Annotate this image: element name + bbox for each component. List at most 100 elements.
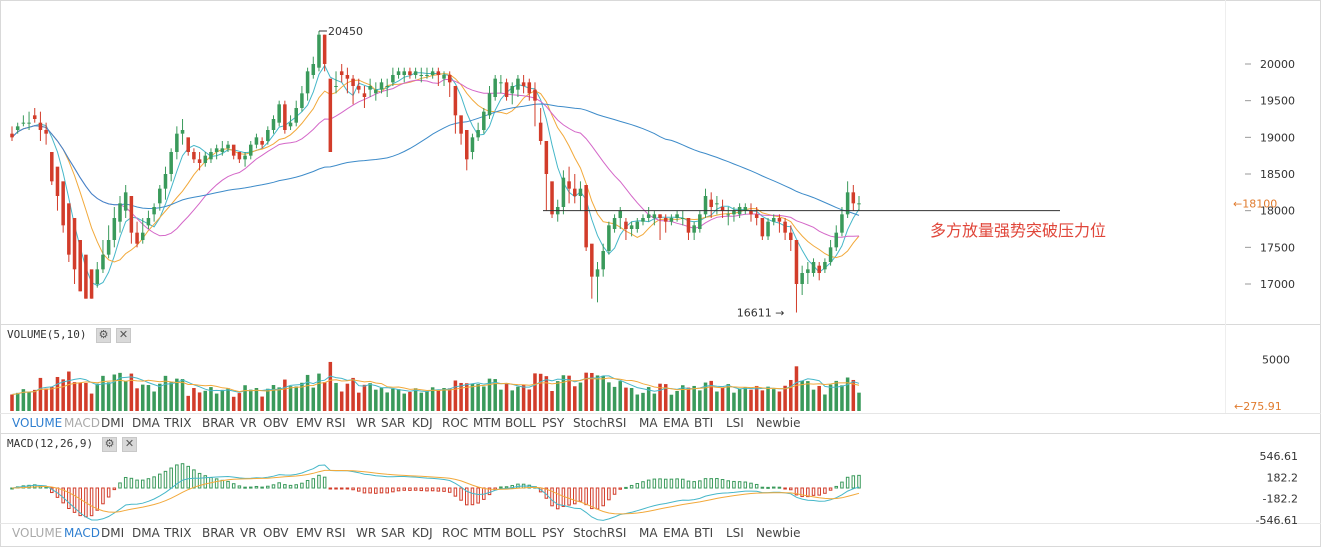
- tab-roc[interactable]: ROC: [442, 526, 469, 540]
- candle-body: [203, 155, 208, 163]
- volume-bar: [777, 391, 782, 411]
- tab-brar[interactable]: BRAR: [202, 416, 235, 430]
- volume-bar: [595, 375, 600, 411]
- tab-rsi[interactable]: RSI: [326, 416, 346, 430]
- tab-mtm[interactable]: MTM: [473, 416, 502, 430]
- volume-bar: [55, 376, 60, 411]
- candle-body: [681, 218, 685, 219]
- tab-bti[interactable]: BTI: [694, 416, 714, 430]
- candle-body: [311, 64, 316, 75]
- macd-histogram-bar: [334, 487, 338, 490]
- gear-icon[interactable]: ⚙: [96, 328, 111, 343]
- close-icon[interactable]: ✕: [122, 437, 137, 452]
- tab-kdj[interactable]: KDJ: [412, 526, 433, 540]
- tab-obv[interactable]: OBV: [263, 416, 289, 430]
- close-icon[interactable]: ✕: [116, 328, 131, 343]
- volume-bar: [220, 389, 225, 411]
- tab-newbie[interactable]: Newbie: [756, 416, 801, 430]
- macd-histogram-bar: [590, 487, 594, 510]
- tab-emv[interactable]: EMV: [296, 416, 323, 430]
- macd-tick-label: 546.61: [1260, 450, 1299, 463]
- tab-mtm[interactable]: MTM: [473, 526, 502, 540]
- tab-sar[interactable]: SAR: [381, 526, 406, 540]
- tab-stochrsi[interactable]: StochRSI: [573, 416, 627, 430]
- tab-wr[interactable]: WR: [356, 416, 377, 430]
- volume-bar: [800, 380, 804, 411]
- tab-macd[interactable]: MACD: [64, 526, 100, 540]
- macd-histogram-bar: [834, 485, 839, 489]
- volume-bar: [328, 361, 333, 411]
- macd-histogram-bar: [248, 486, 253, 489]
- tab-bti[interactable]: BTI: [694, 526, 714, 540]
- y-tick-label: 17500: [1260, 241, 1295, 254]
- macd-histogram-bar: [339, 487, 344, 490]
- tab-dma[interactable]: DMA: [132, 416, 160, 430]
- volume-bar: [692, 385, 696, 411]
- candle-body: [601, 251, 605, 270]
- volume-bar: [624, 387, 628, 411]
- candle-body: [709, 199, 713, 207]
- candle-body: [447, 75, 452, 83]
- macd-histogram-bar: [618, 487, 623, 490]
- tab-dmi[interactable]: DMI: [101, 526, 125, 540]
- tab-boll[interactable]: BOLL: [505, 416, 536, 430]
- tab-roc[interactable]: ROC: [442, 416, 469, 430]
- tab-lsi[interactable]: LSI: [726, 416, 744, 430]
- tab-kdj[interactable]: KDJ: [412, 416, 433, 430]
- macd-histogram-bar: [283, 484, 287, 489]
- tab-wr[interactable]: WR: [356, 526, 377, 540]
- tab-ema[interactable]: EMA: [663, 416, 690, 430]
- candle-body: [652, 214, 657, 218]
- tab-ma[interactable]: MA: [639, 416, 658, 430]
- tab-macd[interactable]: MACD: [64, 416, 100, 430]
- volume-bar: [652, 393, 657, 411]
- candle-body: [607, 225, 611, 251]
- tab-boll[interactable]: BOLL: [505, 526, 536, 540]
- tab-volume[interactable]: VOLUME: [12, 526, 63, 540]
- candle-body: [163, 174, 168, 189]
- volume-bar: [379, 388, 384, 411]
- candle-body: [806, 269, 810, 273]
- tab-trix[interactable]: TRIX: [164, 416, 192, 430]
- volume-bar: [163, 375, 168, 411]
- candle-body: [425, 75, 429, 76]
- candle-body: [504, 82, 509, 97]
- volume-bar: [32, 389, 37, 411]
- tab-stochrsi[interactable]: StochRSI: [573, 526, 627, 540]
- tab-trix[interactable]: TRIX: [164, 526, 192, 540]
- tab-newbie[interactable]: Newbie: [756, 526, 801, 540]
- tab-dma[interactable]: DMA: [132, 526, 160, 540]
- macd-histogram-bar: [419, 487, 424, 492]
- tab-psy[interactable]: PSY: [542, 526, 565, 540]
- macd-histogram-bar: [44, 486, 48, 489]
- candle-body: [789, 232, 793, 240]
- macd-tick-label: -546.61: [1256, 514, 1298, 527]
- tab-dmi[interactable]: DMI: [101, 416, 125, 430]
- candle-body: [106, 240, 111, 255]
- candle-body: [828, 247, 833, 262]
- tab-ema[interactable]: EMA: [663, 526, 690, 540]
- volume-bar: [510, 390, 515, 411]
- tab-psy[interactable]: PSY: [542, 416, 565, 430]
- macd-histogram-bar: [607, 487, 611, 501]
- gear-icon[interactable]: ⚙: [102, 437, 117, 452]
- tab-obv[interactable]: OBV: [263, 526, 289, 540]
- macd-histogram-bar: [766, 486, 770, 489]
- tab-sar[interactable]: SAR: [381, 416, 406, 430]
- tab-brar[interactable]: BRAR: [202, 526, 235, 540]
- tab-emv[interactable]: EMV: [296, 526, 323, 540]
- tab-rsi[interactable]: RSI: [326, 526, 346, 540]
- volume-bar: [555, 381, 560, 411]
- volume-bar: [413, 388, 418, 411]
- y-tick-label: 18000: [1260, 205, 1295, 218]
- tab-vr[interactable]: VR: [240, 526, 257, 540]
- macd-histogram-bar: [584, 487, 588, 506]
- macd-histogram-bar: [555, 487, 560, 510]
- tab-volume[interactable]: VOLUME: [12, 416, 63, 430]
- tab-lsi[interactable]: LSI: [726, 526, 744, 540]
- tab-ma[interactable]: MA: [639, 526, 658, 540]
- candle-body: [55, 166, 60, 196]
- tab-vr[interactable]: VR: [240, 416, 257, 430]
- macd-histogram-bar: [135, 479, 139, 489]
- volume-bar: [135, 388, 139, 411]
